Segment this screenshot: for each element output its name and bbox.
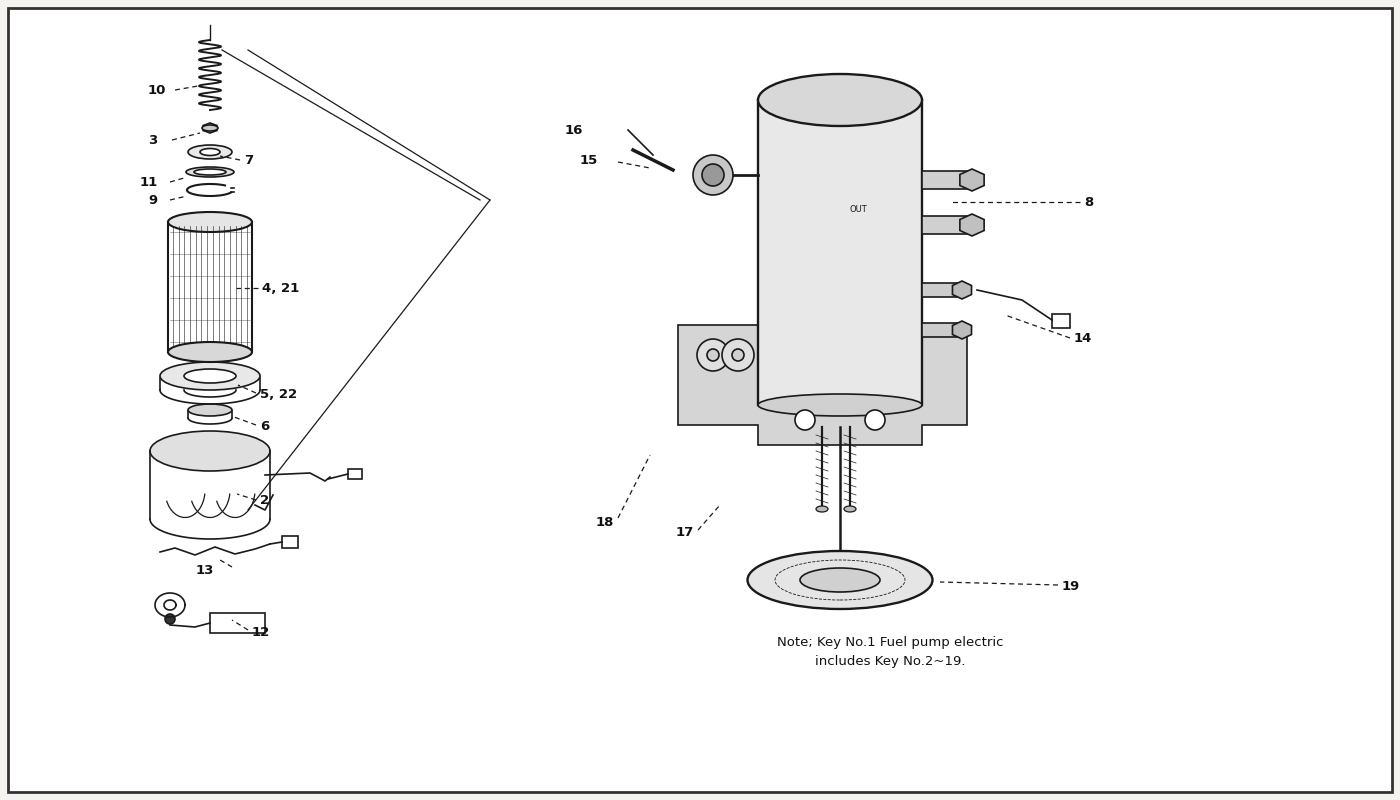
- Text: 14: 14: [1074, 331, 1092, 345]
- Text: 6: 6: [260, 421, 269, 434]
- Ellipse shape: [757, 394, 923, 416]
- Polygon shape: [960, 214, 984, 236]
- Bar: [1051, 314, 1070, 328]
- Text: 16: 16: [566, 123, 584, 137]
- Bar: [281, 536, 298, 548]
- Circle shape: [722, 339, 755, 371]
- Circle shape: [795, 410, 815, 430]
- Circle shape: [865, 410, 885, 430]
- Ellipse shape: [168, 342, 252, 362]
- Ellipse shape: [757, 74, 923, 126]
- Text: OUT: OUT: [850, 206, 868, 214]
- Ellipse shape: [195, 169, 225, 175]
- Text: 13: 13: [196, 563, 214, 577]
- Polygon shape: [678, 325, 967, 445]
- Text: 5, 22: 5, 22: [260, 389, 297, 402]
- Ellipse shape: [844, 506, 855, 512]
- Bar: [923, 216, 967, 234]
- Ellipse shape: [188, 145, 232, 159]
- Ellipse shape: [188, 404, 232, 416]
- Ellipse shape: [150, 431, 270, 471]
- Ellipse shape: [183, 369, 237, 383]
- Text: 2: 2: [260, 494, 269, 506]
- Circle shape: [697, 339, 729, 371]
- Text: 9: 9: [148, 194, 157, 206]
- Bar: [210, 613, 265, 633]
- Text: 11: 11: [140, 175, 158, 189]
- Polygon shape: [960, 169, 984, 191]
- Text: 19: 19: [1063, 581, 1081, 594]
- Text: 18: 18: [596, 515, 615, 529]
- Ellipse shape: [816, 506, 827, 512]
- Text: 3: 3: [148, 134, 157, 146]
- Bar: [923, 171, 967, 189]
- Text: 10: 10: [148, 83, 167, 97]
- Circle shape: [165, 614, 175, 624]
- Ellipse shape: [200, 149, 220, 155]
- Ellipse shape: [799, 568, 881, 592]
- Bar: [757, 100, 923, 405]
- Polygon shape: [952, 281, 972, 299]
- Text: 7: 7: [244, 154, 253, 166]
- Text: Note; Key No.1 Fuel pump electric
includes Key No.2~19.: Note; Key No.1 Fuel pump electric includ…: [777, 636, 1004, 668]
- Text: 8: 8: [1084, 195, 1093, 209]
- Ellipse shape: [701, 164, 724, 186]
- Ellipse shape: [202, 125, 218, 131]
- Ellipse shape: [160, 362, 260, 390]
- Ellipse shape: [168, 212, 252, 232]
- Polygon shape: [203, 123, 217, 133]
- Bar: [923, 323, 958, 337]
- Ellipse shape: [693, 155, 734, 195]
- Ellipse shape: [748, 551, 932, 609]
- Text: 15: 15: [580, 154, 598, 166]
- Circle shape: [707, 349, 720, 361]
- Bar: [923, 283, 958, 297]
- Text: 17: 17: [676, 526, 694, 538]
- Text: 4, 21: 4, 21: [262, 282, 300, 294]
- Polygon shape: [952, 321, 972, 339]
- Bar: [349, 469, 363, 479]
- Circle shape: [732, 349, 743, 361]
- Ellipse shape: [186, 167, 234, 177]
- Text: 12: 12: [252, 626, 270, 638]
